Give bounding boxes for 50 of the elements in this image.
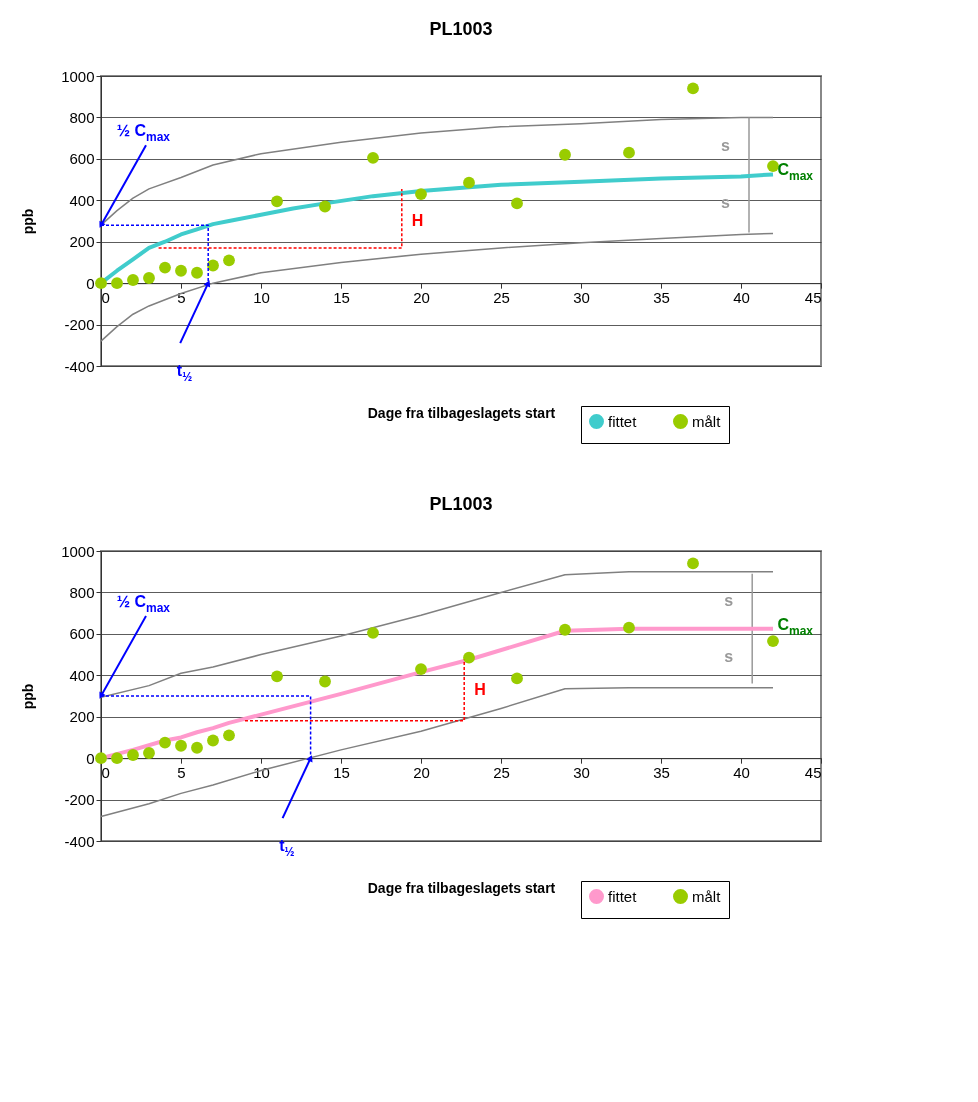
- x-tick-label: 0: [101, 763, 110, 781]
- x-tick-label: 35: [653, 763, 670, 781]
- annotation: H: [474, 680, 486, 698]
- x-tick-label: 30: [573, 763, 590, 781]
- annotation: s: [724, 591, 734, 609]
- legend-label: fittet: [608, 412, 638, 430]
- x-tick-label: 20: [413, 763, 430, 781]
- y-tick-label: 0: [86, 274, 95, 292]
- x-tick-label: 35: [653, 288, 670, 306]
- chart-title: PL1003: [429, 494, 493, 514]
- x-tick-label: 15: [333, 288, 350, 306]
- x-tick-label: 15: [333, 763, 350, 781]
- x-tick-label: 45: [804, 288, 822, 306]
- x-tick-label: 25: [493, 763, 510, 781]
- y-tick-label: 600: [69, 150, 95, 168]
- annotation: s: [721, 137, 730, 155]
- x-tick-label: 40: [733, 763, 750, 781]
- y-tick-label: 600: [69, 625, 95, 643]
- y-tick-label: 800: [69, 583, 95, 601]
- y-tick-label: 200: [69, 233, 95, 251]
- annotation: s: [724, 647, 734, 665]
- y-tick-label: 0: [86, 749, 95, 767]
- legend-label: målt: [692, 887, 722, 905]
- y-tick-label: 1000: [61, 542, 95, 560]
- y-axis-title: ppb: [20, 683, 37, 710]
- x-tick-label: 20: [413, 288, 430, 306]
- y-tick-label: 800: [69, 108, 95, 126]
- legend-label: målt: [692, 412, 722, 430]
- x-tick-label: 10: [253, 763, 270, 781]
- legend-label: fittet: [608, 887, 638, 905]
- x-tick-label: 5: [177, 763, 186, 781]
- y-tick-label: -200: [64, 791, 95, 809]
- x-tick-label: 40: [733, 288, 750, 306]
- x-axis-title: Dage fra tilbageslagets start: [367, 404, 556, 421]
- x-tick-label: 45: [804, 763, 822, 781]
- x-tick-label: 30: [573, 288, 590, 306]
- y-tick-label: 1000: [61, 67, 95, 85]
- x-tick-label: 25: [493, 288, 510, 306]
- y-tick-label: -400: [64, 357, 95, 375]
- y-tick-label: 200: [69, 708, 95, 726]
- chart-title: PL1003: [429, 19, 493, 39]
- annotation: H: [411, 212, 424, 229]
- x-tick-label: 10: [253, 288, 270, 306]
- y-tick-label: -200: [64, 316, 95, 334]
- x-tick-label: 0: [101, 288, 110, 306]
- y-tick-label: -400: [64, 832, 95, 850]
- y-tick-label: 400: [69, 191, 95, 209]
- x-axis-title: Dage fra tilbageslagets start: [367, 879, 556, 896]
- y-axis-title: ppb: [20, 208, 37, 235]
- y-tick-label: 400: [69, 666, 95, 684]
